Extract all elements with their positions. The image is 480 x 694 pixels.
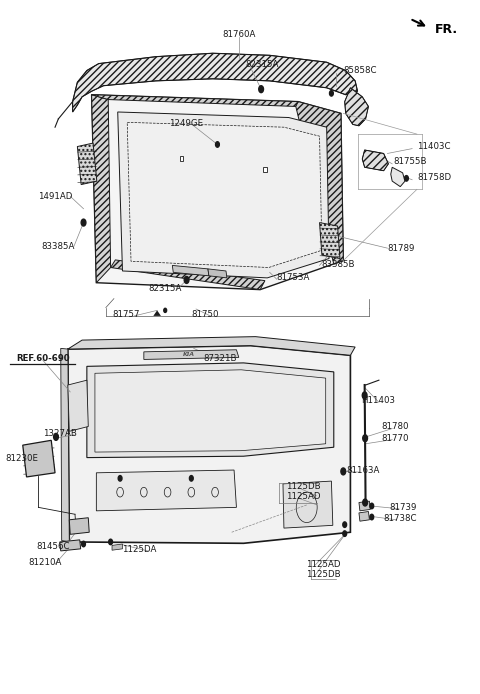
- Text: 81750: 81750: [192, 310, 219, 319]
- Circle shape: [363, 434, 368, 441]
- Polygon shape: [68, 380, 88, 432]
- Circle shape: [363, 499, 368, 506]
- Polygon shape: [60, 540, 81, 551]
- Circle shape: [216, 142, 219, 147]
- Text: 1125AD: 1125AD: [306, 559, 340, 568]
- Text: 81753A: 81753A: [277, 273, 310, 282]
- Circle shape: [81, 219, 86, 226]
- Text: 82315A: 82315A: [148, 284, 182, 293]
- Polygon shape: [61, 348, 69, 542]
- Circle shape: [341, 468, 346, 475]
- Text: 81755B: 81755B: [393, 158, 427, 167]
- Circle shape: [343, 531, 347, 536]
- Polygon shape: [69, 518, 89, 534]
- Polygon shape: [68, 346, 350, 543]
- Bar: [180, 156, 183, 161]
- Circle shape: [343, 522, 347, 527]
- Text: 87321B: 87321B: [203, 353, 237, 362]
- Text: 83385B: 83385B: [321, 260, 354, 269]
- Circle shape: [190, 475, 193, 481]
- Polygon shape: [283, 481, 333, 528]
- Text: 11403C: 11403C: [417, 142, 450, 151]
- Circle shape: [164, 308, 167, 312]
- Text: 81210A: 81210A: [29, 558, 62, 567]
- Polygon shape: [320, 223, 340, 259]
- Text: 1125DA: 1125DA: [122, 545, 156, 554]
- Polygon shape: [359, 511, 370, 521]
- Circle shape: [405, 176, 408, 181]
- Text: 85858C: 85858C: [343, 66, 377, 75]
- Polygon shape: [96, 470, 237, 511]
- Polygon shape: [296, 101, 343, 264]
- Polygon shape: [23, 440, 55, 477]
- Circle shape: [259, 86, 264, 92]
- Circle shape: [184, 276, 189, 283]
- Bar: [263, 167, 266, 172]
- Text: 81757: 81757: [112, 310, 140, 319]
- Polygon shape: [87, 363, 334, 457]
- Circle shape: [362, 392, 367, 399]
- Polygon shape: [391, 167, 405, 187]
- Polygon shape: [77, 143, 97, 185]
- Text: 81456C: 81456C: [37, 541, 71, 550]
- Text: KIA: KIA: [183, 352, 195, 357]
- Circle shape: [82, 541, 85, 547]
- Circle shape: [370, 503, 373, 509]
- Text: 81780: 81780: [382, 422, 409, 431]
- Text: 81739: 81739: [389, 503, 416, 512]
- Polygon shape: [362, 150, 388, 171]
- Polygon shape: [144, 350, 239, 359]
- Polygon shape: [127, 122, 322, 267]
- Polygon shape: [72, 53, 358, 112]
- Polygon shape: [208, 269, 227, 278]
- Text: 81738C: 81738C: [384, 514, 417, 523]
- Polygon shape: [172, 265, 209, 276]
- Text: FR.: FR.: [435, 22, 458, 35]
- Text: 81760A: 81760A: [222, 30, 255, 39]
- Text: 82315A: 82315A: [246, 60, 279, 69]
- Polygon shape: [92, 94, 110, 282]
- Text: REF.60-690: REF.60-690: [16, 353, 70, 362]
- Text: 1125DB: 1125DB: [306, 570, 340, 579]
- Polygon shape: [95, 370, 326, 452]
- Text: 1125AD: 1125AD: [286, 493, 320, 502]
- Text: 81758D: 81758D: [417, 173, 451, 182]
- Text: 81163A: 81163A: [347, 466, 380, 475]
- Text: 1491AD: 1491AD: [38, 192, 72, 201]
- Circle shape: [329, 90, 333, 96]
- Text: H11403: H11403: [361, 396, 395, 405]
- Polygon shape: [359, 501, 371, 511]
- Text: 81770: 81770: [382, 434, 409, 443]
- Text: 1125DB: 1125DB: [286, 482, 320, 491]
- Polygon shape: [345, 88, 369, 126]
- Circle shape: [54, 433, 59, 440]
- Polygon shape: [112, 544, 122, 550]
- Text: 83385A: 83385A: [42, 242, 75, 251]
- Text: 1249GE: 1249GE: [169, 119, 204, 128]
- Text: 1327AB: 1327AB: [43, 429, 77, 438]
- Polygon shape: [110, 260, 265, 289]
- Circle shape: [108, 539, 112, 545]
- Circle shape: [370, 514, 373, 520]
- Polygon shape: [118, 112, 329, 278]
- Text: 81789: 81789: [387, 244, 415, 253]
- Text: 81230E: 81230E: [5, 455, 38, 464]
- Polygon shape: [68, 337, 355, 355]
- Polygon shape: [153, 310, 161, 316]
- Circle shape: [118, 475, 122, 481]
- Polygon shape: [92, 94, 343, 289]
- Polygon shape: [92, 94, 298, 106]
